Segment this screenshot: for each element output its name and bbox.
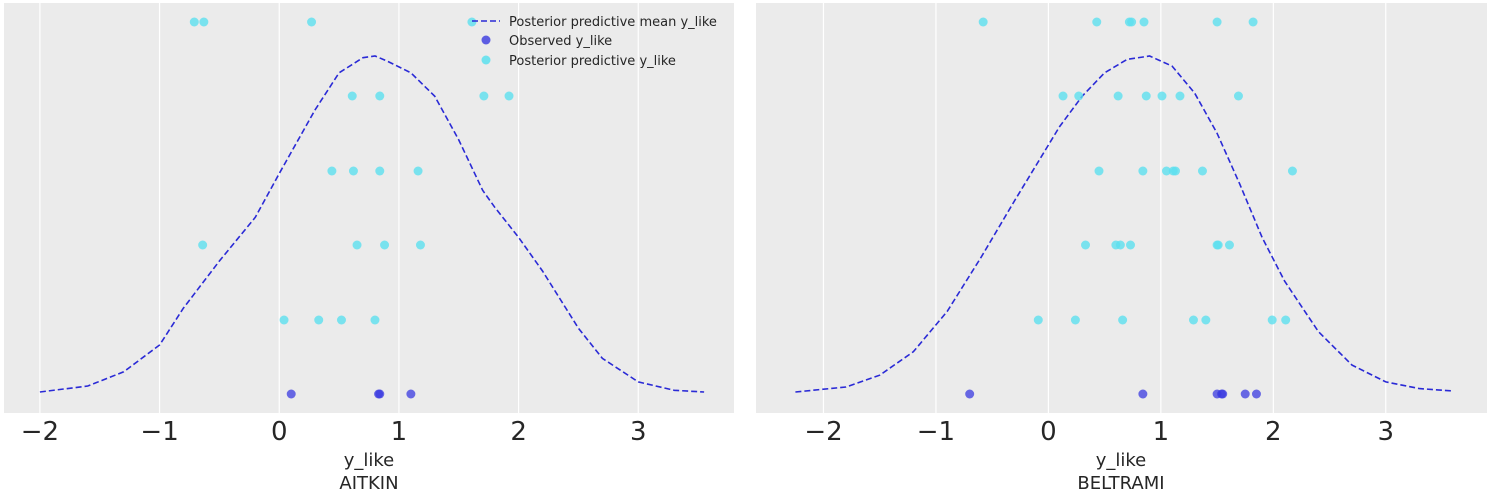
predictive-point — [370, 315, 380, 325]
predictive-point — [307, 17, 317, 27]
plot-area-aitkin — [4, 3, 734, 413]
predictive-point — [380, 240, 390, 250]
predictive-point — [413, 166, 423, 176]
x-axis-label-aitkin: y_like — [344, 450, 395, 471]
predictive-point — [327, 166, 337, 176]
observed-point — [375, 389, 385, 399]
predictive-point — [1074, 91, 1084, 101]
predictive-point — [1224, 240, 1234, 250]
x-tick-label: −2 — [21, 417, 59, 447]
predictive-point — [1197, 166, 1207, 176]
predictive-point — [199, 17, 209, 27]
predictive-point — [1170, 166, 1180, 176]
predictive-point — [1127, 17, 1137, 27]
group-label-aitkin: AITKIN — [339, 473, 398, 494]
group-label-beltrami: BELTRAMI — [1077, 473, 1164, 494]
predictive-point — [1113, 91, 1123, 101]
observed-point — [1218, 389, 1228, 399]
x-tick-label: −1 — [140, 417, 178, 447]
predictive-point — [978, 17, 988, 27]
x-tick-label: −1 — [917, 417, 955, 447]
x-tick-label: 1 — [391, 417, 408, 447]
predictive-point — [1201, 315, 1211, 325]
predictive-point — [1094, 166, 1104, 176]
predictive-point — [479, 91, 489, 101]
predictive-point — [189, 17, 199, 27]
posterior-predictive-points-beltrami — [978, 17, 1297, 325]
predictive-point — [1287, 166, 1297, 176]
panel-beltrami: −2 −1 0 1 2 3 y_like BELTRAMI — [756, 3, 1487, 494]
x-tick-label: 1 — [1153, 417, 1170, 447]
posterior-predictive-mean-curve-aitkin — [39, 55, 705, 393]
predictive-point — [1188, 315, 1198, 325]
observed-point — [1251, 389, 1261, 399]
predictive-point — [1267, 315, 1277, 325]
legend-predictive-label: Posterior predictive y_like — [509, 54, 676, 69]
predictive-point — [352, 240, 362, 250]
panel-aitkin: −2 −1 0 1 2 3 y_like AITKIN Posterior predict… — [4, 3, 734, 494]
gridlines-aitkin — [39, 3, 639, 413]
predictive-point — [1248, 17, 1258, 27]
observed-point — [1138, 389, 1148, 399]
observed-point — [406, 389, 416, 399]
predictive-point — [1161, 166, 1171, 176]
x-tick-label: 0 — [1040, 417, 1057, 447]
posterior-predictive-mean-curve-beltrami — [795, 55, 1454, 393]
legend: Posterior predictive mean y_like Observe… — [472, 15, 717, 69]
observed-point — [1240, 389, 1250, 399]
predictive-point — [1138, 166, 1148, 176]
x-tick-label: 2 — [510, 417, 527, 447]
predictive-point — [504, 91, 514, 101]
x-tick-labels-aitkin: −2 −1 0 1 2 3 — [21, 417, 647, 447]
predictive-point — [1175, 91, 1185, 101]
predictive-point — [467, 17, 477, 27]
observed-point — [965, 389, 975, 399]
plot-area-beltrami — [756, 3, 1487, 413]
x-axis-label-beltrami: y_like — [1096, 450, 1147, 471]
predictive-point — [336, 315, 346, 325]
predictive-point — [375, 166, 385, 176]
legend-observed-marker — [481, 35, 491, 45]
predictive-point — [1070, 315, 1080, 325]
predictive-point — [1213, 240, 1223, 250]
observed-point — [286, 389, 296, 399]
legend-observed-label: Observed y_like — [509, 34, 612, 49]
predictive-point — [415, 240, 425, 250]
predictive-point — [1081, 240, 1091, 250]
predictive-point — [347, 91, 357, 101]
predictive-point — [1139, 17, 1149, 27]
predictive-point — [1118, 315, 1128, 325]
predictive-point — [1157, 91, 1167, 101]
predictive-point — [279, 315, 289, 325]
x-tick-label: −2 — [804, 417, 842, 447]
predictive-point — [348, 166, 358, 176]
predictive-point — [1033, 315, 1043, 325]
x-tick-label: 2 — [1265, 417, 1282, 447]
predictive-point — [1125, 240, 1135, 250]
predictive-point — [1233, 91, 1243, 101]
x-tick-label: 3 — [1378, 417, 1395, 447]
x-tick-labels-beltrami: −2 −1 0 1 2 3 — [804, 417, 1394, 447]
observed-points-beltrami — [965, 389, 1261, 399]
predictive-point — [1141, 91, 1151, 101]
predictive-point — [314, 315, 324, 325]
gridlines-beltrami — [822, 3, 1387, 413]
x-tick-label: 0 — [271, 417, 288, 447]
x-tick-label: 3 — [630, 417, 647, 447]
predictive-point — [375, 91, 385, 101]
observed-points-aitkin — [286, 389, 416, 399]
predictive-point — [1058, 91, 1068, 101]
predictive-point — [1115, 240, 1125, 250]
predictive-point — [1092, 17, 1102, 27]
legend-predictive-marker — [481, 55, 491, 65]
predictive-point — [1281, 315, 1291, 325]
predictive-point — [198, 240, 208, 250]
legend-mean-label: Posterior predictive mean y_like — [509, 15, 717, 30]
predictive-point — [1212, 17, 1222, 27]
posterior-predictive-points-aitkin — [189, 17, 514, 325]
